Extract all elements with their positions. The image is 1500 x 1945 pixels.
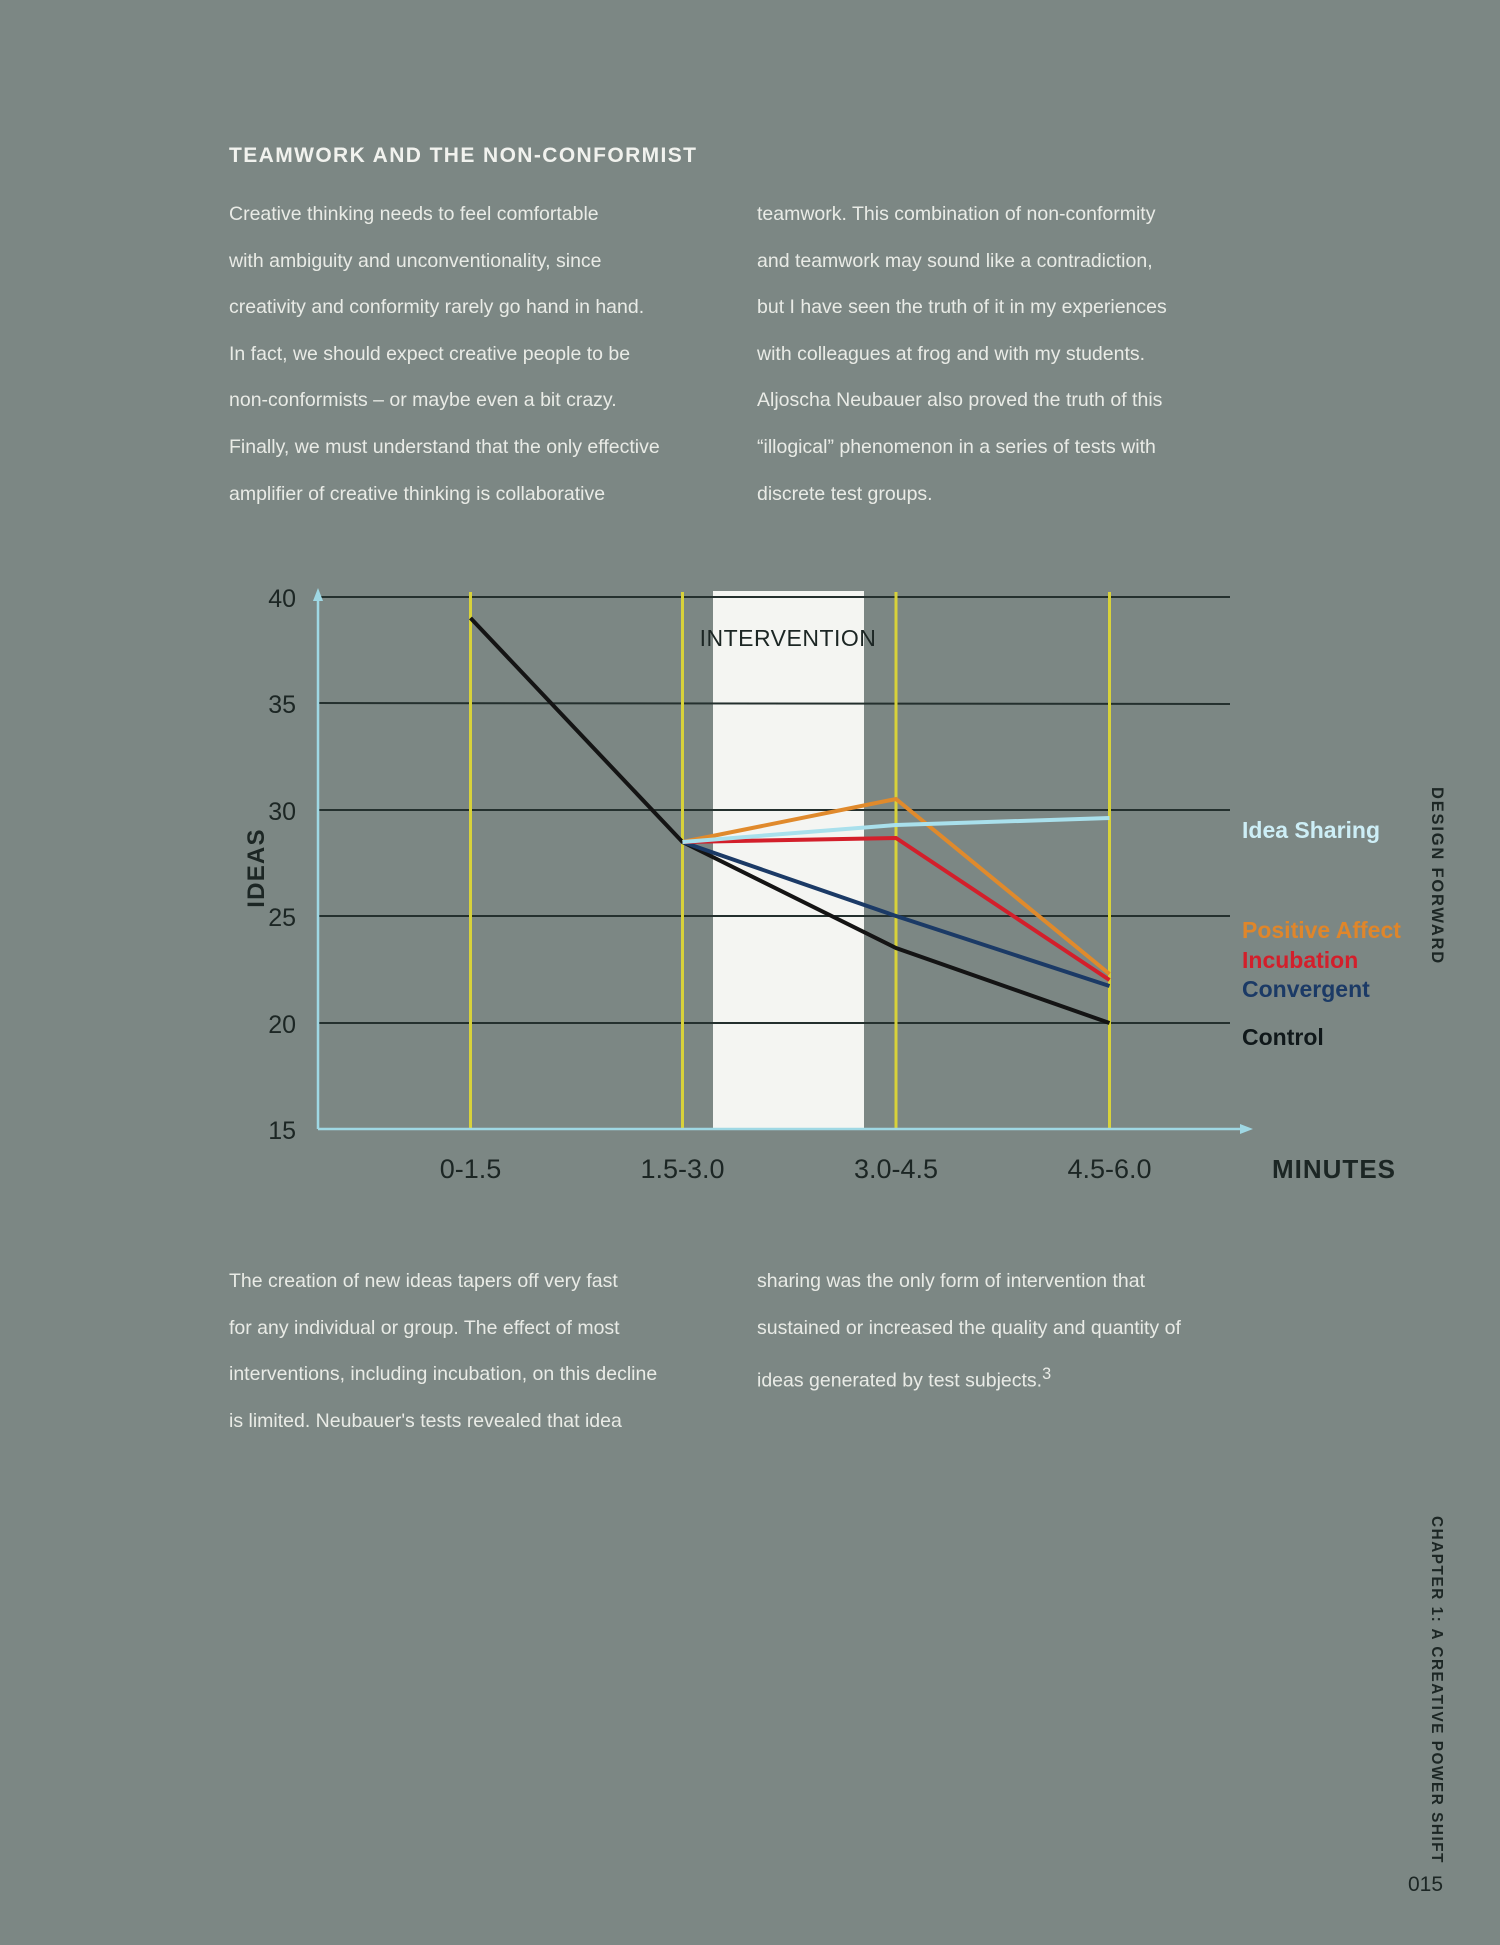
svg-text:15: 15 xyxy=(268,1117,296,1145)
svg-text:IDEAS: IDEAS xyxy=(243,828,270,907)
svg-text:0-1.5: 0-1.5 xyxy=(440,1154,502,1184)
svg-text:40: 40 xyxy=(268,585,296,613)
svg-text:3.0-4.5: 3.0-4.5 xyxy=(854,1154,938,1184)
svg-text:Idea Sharing: Idea Sharing xyxy=(1242,817,1380,843)
svg-text:Positive Affect: Positive Affect xyxy=(1242,917,1401,943)
svg-text:25: 25 xyxy=(268,904,296,932)
svg-text:INTERVENTION: INTERVENTION xyxy=(700,625,877,651)
svg-text:20: 20 xyxy=(268,1011,296,1039)
svg-text:Control: Control xyxy=(1242,1024,1324,1050)
svg-text:Convergent: Convergent xyxy=(1242,976,1370,1002)
svg-text:1.5-3.0: 1.5-3.0 xyxy=(640,1154,724,1184)
svg-text:MINUTES: MINUTES xyxy=(1272,1154,1396,1184)
svg-text:4.5-6.0: 4.5-6.0 xyxy=(1067,1154,1151,1184)
svg-text:Incubation: Incubation xyxy=(1242,947,1358,973)
svg-text:30: 30 xyxy=(268,798,296,826)
svg-text:35: 35 xyxy=(268,691,296,719)
